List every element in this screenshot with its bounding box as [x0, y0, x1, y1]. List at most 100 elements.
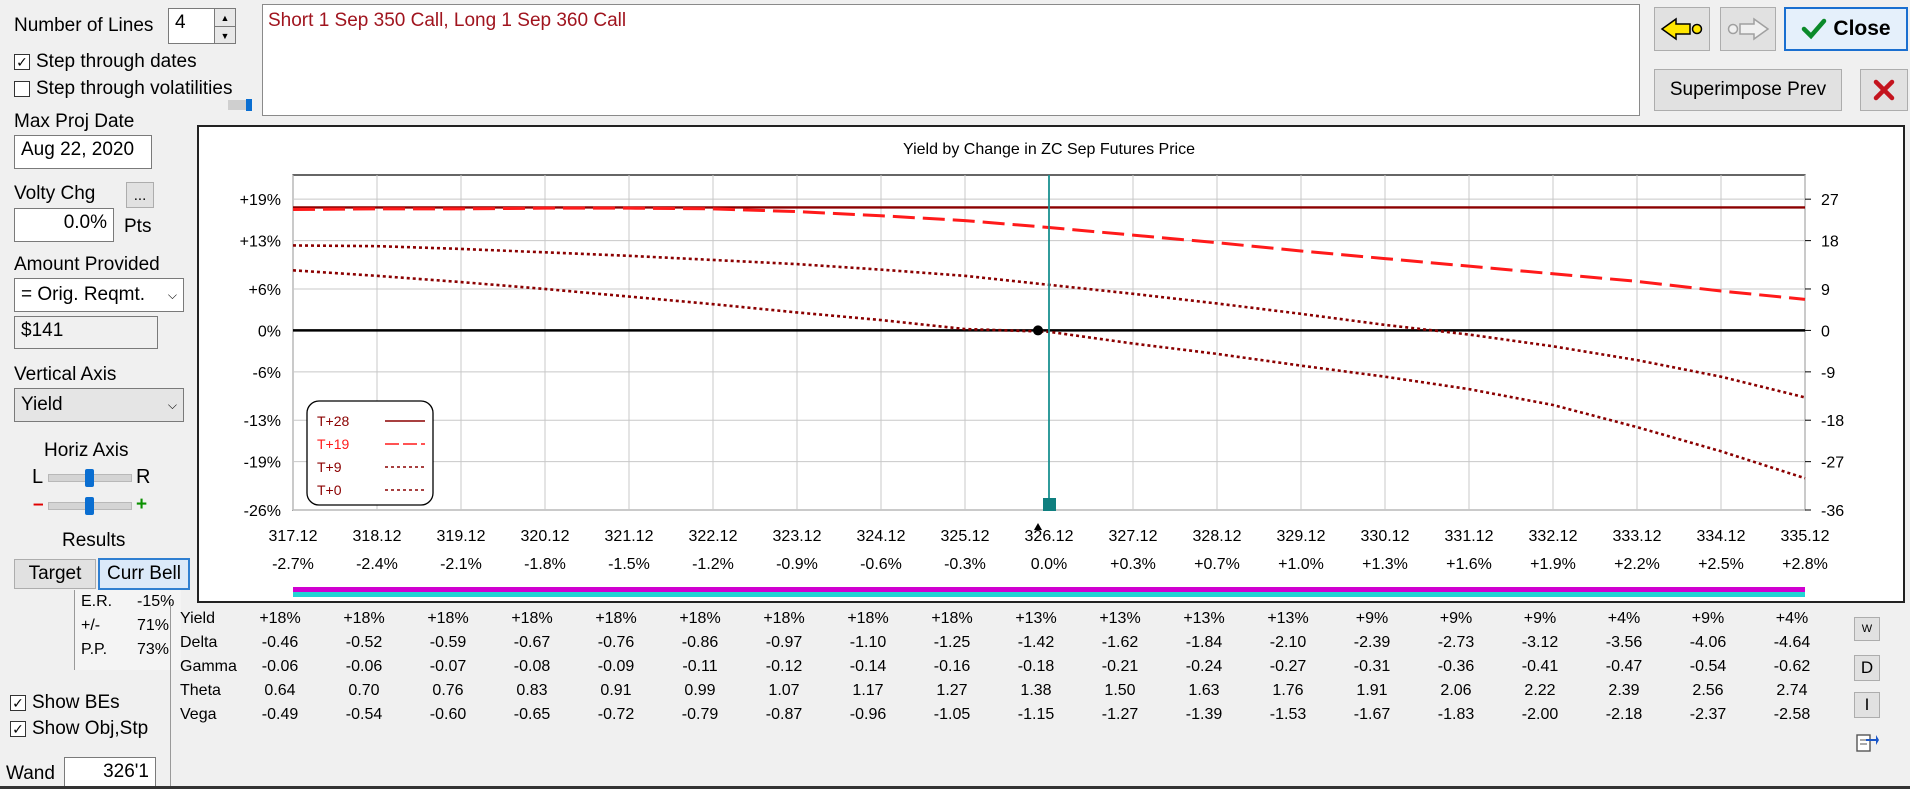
greeks-cell: -0.87: [765, 706, 803, 723]
result-key: E.R.: [81, 593, 113, 610]
x-pct-label: -2.7%: [272, 556, 314, 573]
yield-chart[interactable]: Yield by Change in ZC Sep Futures Price 3…: [199, 127, 1903, 601]
step-dates-row[interactable]: ✓ Step through dates: [14, 51, 197, 73]
show-obj-label: Show Obj,Stp: [32, 718, 149, 739]
step-vols-row[interactable]: Step through volatilities: [14, 78, 232, 100]
greeks-cell: +13%: [1099, 610, 1141, 627]
x-tick-label: 329.12: [1277, 528, 1326, 545]
result-key: +/-: [81, 617, 101, 634]
cancel-button[interactable]: [1860, 69, 1908, 111]
result-value: -15%: [137, 593, 175, 610]
greeks-cell: -0.79: [681, 706, 719, 723]
number-of-lines-spinner[interactable]: ▲ ▼: [214, 8, 236, 44]
volty-chg-input[interactable]: 0.0%: [14, 208, 114, 242]
greeks-cell: -2.37: [1689, 706, 1727, 723]
greeks-cell: 0.83: [516, 682, 548, 699]
step-vols-checkbox[interactable]: [14, 81, 30, 97]
next-arrow-button[interactable]: [1720, 7, 1776, 51]
close-button[interactable]: Close: [1784, 7, 1908, 51]
greeks-cell: -0.08: [513, 658, 551, 675]
legend-label: T+19: [317, 436, 350, 452]
volty-chg-button[interactable]: ...: [126, 182, 154, 208]
show-obj-checkbox[interactable]: ✓: [10, 721, 26, 737]
greeks-cell: -2.18: [1605, 706, 1643, 723]
i-button[interactable]: I: [1854, 692, 1880, 718]
show-obj-row[interactable]: ✓ Show Obj,Stp: [10, 718, 148, 740]
greeks-cell: -0.24: [1185, 658, 1223, 675]
w-button[interactable]: W: [1854, 617, 1880, 641]
position-description[interactable]: Short 1 Sep 350 Call, Long 1 Sep 360 Cal…: [262, 4, 1640, 116]
zoom-plus-label: +: [136, 494, 148, 515]
greeks-row-gamma: Gamma -0.06 -0.06 -0.07 -0.08 -0.09 -0.11 -0.12…: [180, 655, 1834, 679]
spin-down-icon[interactable]: ▼: [220, 30, 230, 41]
x-pct-label: -0.3%: [944, 556, 986, 573]
x-pct-label: +1.9%: [1530, 556, 1576, 573]
red-x-icon: [1873, 79, 1895, 101]
greeks-table: Yield +18% +18% +18% +18% +18% +18% +18% +18% +18…: [180, 607, 1834, 727]
greeks-cell: -0.36: [1437, 658, 1475, 675]
greeks-cell: -0.59: [429, 634, 467, 651]
results-label: Results: [62, 530, 126, 551]
superimpose-prev-button[interactable]: Superimpose Prev: [1654, 69, 1842, 111]
y-right-tick-label: -27: [1821, 455, 1844, 472]
curr-bell-button[interactable]: Curr Bell: [98, 558, 190, 590]
greeks-cell: 2.06: [1440, 682, 1472, 699]
x-tick-label: 318.12: [353, 528, 402, 545]
mini-slider[interactable]: [228, 99, 252, 111]
range-bar-magenta: [293, 587, 1805, 592]
greeks-cell: -0.47: [1605, 658, 1643, 675]
show-bes-label: Show BEs: [32, 692, 120, 713]
greeks-cell: -0.54: [345, 706, 383, 723]
greeks-cell: +13%: [1015, 610, 1057, 627]
x-pct-label: 0.0%: [1031, 556, 1067, 573]
y-right-tick-label: 9: [1821, 282, 1830, 299]
max-proj-date-input[interactable]: Aug 22, 2020: [14, 135, 152, 169]
export-button[interactable]: [1854, 730, 1880, 756]
number-of-lines-input[interactable]: 4: [168, 8, 216, 44]
zoom-minus-label: –: [33, 494, 44, 515]
x-tick-label: 331.12: [1445, 528, 1494, 545]
amount-provided-select[interactable]: = Orig. Reqmt. ⌵: [14, 278, 184, 312]
target-button[interactable]: Target: [14, 559, 96, 589]
show-bes-checkbox[interactable]: ✓: [10, 695, 26, 711]
greeks-table-container: Yield +18% +18% +18% +18% +18% +18% +18% +18% +18…: [180, 607, 1840, 737]
wand-input[interactable]: 326'1: [64, 757, 156, 789]
current-price-handle[interactable]: [1043, 498, 1056, 511]
x-tick-label: 328.12: [1193, 528, 1242, 545]
close-button-label: Close: [1833, 17, 1891, 40]
x-tick-label: 326.12: [1025, 528, 1074, 545]
horiz-zoom-thumb[interactable]: [85, 497, 94, 515]
greeks-cell: 2.56: [1692, 682, 1724, 699]
greeks-cell: -1.83: [1437, 706, 1475, 723]
chevron-down-icon: ⌵: [167, 287, 177, 302]
greeks-cell: +9%: [1439, 610, 1473, 627]
greeks-cell: 1.07: [768, 682, 800, 699]
greeks-cell: -0.14: [849, 658, 887, 675]
results-panel: E.R. -15% +/- 71% P.P. 73%: [74, 590, 181, 670]
step-vols-label: Step through volatilities: [36, 78, 233, 99]
greeks-row-vega: Vega -0.49 -0.54 -0.60 -0.65 -0.72 -0.79 -0.87 -…: [180, 703, 1834, 727]
prev-arrow-button[interactable]: [1654, 7, 1710, 51]
vertical-axis-select[interactable]: Yield ⌵: [14, 388, 184, 422]
horiz-lr-thumb[interactable]: [85, 469, 94, 487]
greeks-cell: -0.41: [1521, 658, 1559, 675]
greeks-cell: -0.27: [1269, 658, 1307, 675]
y-left-tick-label: -6%: [253, 365, 281, 382]
greeks-cell: +18%: [847, 610, 889, 627]
greeks-cell: -1.62: [1101, 634, 1139, 651]
horiz-axis-slider-lr[interactable]: [48, 469, 132, 487]
x-tick-label: 327.12: [1109, 528, 1158, 545]
results-list: E.R. -15% +/- 71% P.P. 73%: [75, 590, 181, 662]
current-position-dot: [1033, 325, 1043, 336]
mini-slider-thumb[interactable]: [246, 99, 252, 111]
horiz-zoom-slider[interactable]: [48, 497, 132, 515]
x-pct-label: +1.6%: [1446, 556, 1492, 573]
result-row: E.R. -15%: [75, 590, 181, 614]
chart-title: Yield by Change in ZC Sep Futures Price: [903, 141, 1195, 158]
step-dates-checkbox[interactable]: ✓: [14, 54, 30, 70]
spin-up-icon[interactable]: ▲: [215, 9, 235, 27]
d-button[interactable]: D: [1854, 655, 1880, 681]
show-bes-row[interactable]: ✓ Show BEs: [10, 692, 120, 714]
y-right-tick-label: -9: [1821, 365, 1835, 382]
amount-value-field: $141: [14, 316, 158, 349]
